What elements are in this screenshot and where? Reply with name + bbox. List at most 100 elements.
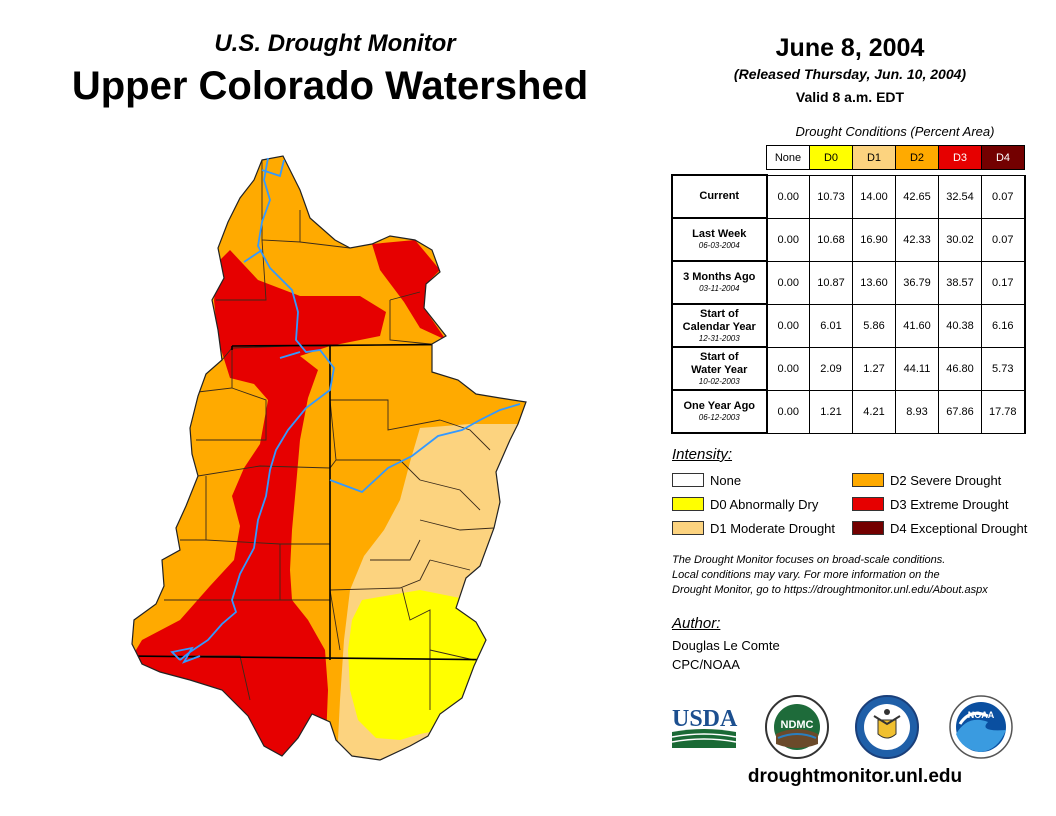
valid-time: Valid 8 a.m. EDT: [795, 89, 905, 105]
table-cell: 16.90: [852, 217, 896, 262]
watershed-map: [131, 155, 527, 761]
river-tributary-2: [243, 249, 263, 263]
watershed-outline: [131, 155, 527, 761]
table-cell: 32.54: [938, 174, 982, 219]
table-row: 3 Months Ago 03-11-2004 0.00 10.87 13.60 36.7…: [671, 260, 1026, 305]
col-header-d1: D1: [852, 145, 896, 170]
table-cell: 1.21: [809, 389, 853, 434]
table-cell: 42.65: [895, 174, 939, 219]
website-url[interactable]: droughtmonitor.unl.edu: [747, 766, 963, 787]
table-cell: 67.86: [938, 389, 982, 434]
table-corner: [672, 146, 767, 170]
row-label: Last Week 06-03-2004: [671, 217, 768, 262]
legend-title: Intensity:: [672, 446, 733, 463]
table-cell: 0.17: [981, 260, 1026, 305]
colorado-river: [179, 157, 335, 661]
legend-swatch: [672, 497, 704, 511]
row-date: 06-03-2004: [698, 241, 740, 250]
col-header-none: None: [766, 145, 810, 170]
col-header-d0: D0: [809, 145, 853, 170]
table-cell: 4.21: [852, 389, 896, 434]
note-line: Local conditions may vary. For more info…: [672, 569, 940, 581]
legend-item-d1: D1 Moderate Drought: [672, 520, 835, 536]
commerce-seal: [855, 695, 919, 759]
legend-item-d3: D3 Extreme Drought: [852, 496, 1009, 512]
map-date: June 8, 2004: [775, 34, 925, 62]
noaa-logo: NOAA: [949, 695, 1013, 759]
ndmc-logo: NDMC: [765, 695, 829, 759]
drought-monitor-note: The Drought Monitor focuses on broad-sca…: [672, 553, 1042, 598]
table-cell: 10.73: [809, 174, 853, 219]
usda-logo-text: USDA: [672, 706, 738, 732]
row-date: 10-02-2003: [698, 376, 740, 386]
note-line: The Drought Monitor focuses on broad-sca…: [672, 554, 946, 566]
table-cell: 41.60: [895, 303, 939, 348]
row-label: 3 Months Ago 03-11-2004: [671, 260, 768, 305]
col-header-d4: D4: [981, 145, 1025, 170]
d0-area: [348, 590, 510, 740]
row-label-line: Start of: [700, 307, 739, 320]
legend-label: D0 Abnormally Dry: [710, 496, 819, 512]
table-cell: 0.00: [766, 217, 810, 262]
table-cell: 13.60: [852, 260, 896, 305]
legend-label: D3 Extreme Drought: [890, 496, 1009, 512]
d3-area-west: [132, 250, 386, 760]
table-cell: 46.80: [938, 346, 982, 391]
row-date: 06-12-2003: [698, 413, 740, 422]
legend-label: None: [710, 472, 742, 488]
row-label: Start of Calendar Year 12-31-2003: [671, 303, 768, 348]
d3-area-northeast: [372, 240, 446, 340]
table-cell: 0.07: [981, 217, 1026, 262]
table-cell: 0.00: [766, 346, 810, 391]
author-label: Author:: [672, 615, 721, 632]
row-label: One Year Ago 06-12-2003: [671, 389, 768, 434]
legend-swatch: [672, 473, 704, 487]
row-label-line: Current: [699, 190, 740, 202]
table-cell: 6.01: [809, 303, 853, 348]
table-cell: 42.33: [895, 217, 939, 262]
row-label-line: Last Week: [692, 228, 747, 240]
author-org: CPC/NOAA: [672, 657, 740, 672]
legend-label: D2 Severe Drought: [890, 472, 1002, 488]
usda-logo: USDA: [671, 706, 738, 748]
table-cell: 30.02: [938, 217, 982, 262]
table-cell: 5.73: [981, 346, 1026, 391]
col-header-d3: D3: [938, 145, 982, 170]
river-tributary-4: [170, 646, 201, 664]
drought-conditions-table: None D0 D1 D2 D3 D4 Current 0.00 10.73 14.0…: [671, 145, 1026, 434]
table-row: One Year Ago 06-12-2003 0.00 1.21 4.21 8.93 67…: [671, 389, 1026, 434]
noaa-logo-text: NOAA: [968, 710, 995, 720]
table-cell: 0.00: [766, 389, 810, 434]
table-cell: 5.86: [852, 303, 896, 348]
table-cell: 0.00: [766, 303, 810, 348]
table-cell: 36.79: [895, 260, 939, 305]
table-row: Last Week 06-03-2004 0.00 10.68 16.90 42.33 30…: [671, 217, 1026, 262]
river-tributary-1: [261, 159, 285, 178]
row-label-line: Calendar Year: [682, 320, 756, 333]
table-cell: 10.87: [809, 260, 853, 305]
table-row: Start of Water Year 10-02-2003 0.00 2.09 1.27…: [671, 346, 1026, 391]
note-line: Drought Monitor, go to https://droughtmo…: [672, 584, 988, 596]
row-label-line: 3 Months Ago: [683, 271, 756, 283]
table-cell: 14.00: [852, 174, 896, 219]
legend-swatch: [852, 521, 884, 535]
legend-item-none: None: [672, 472, 741, 488]
green-river: [329, 403, 521, 494]
table-cell: 0.00: [766, 174, 810, 219]
row-label-line: Water Year: [691, 363, 748, 376]
legend-item-d2: D2 Severe Drought: [852, 472, 1001, 488]
release-date: (Released Thursday, Jun. 10, 2004): [733, 66, 967, 82]
map-title: Upper Colorado Watershed: [71, 64, 589, 108]
legend-label: D4 Exceptional Drought: [890, 520, 1028, 536]
table-cell: 0.07: [981, 174, 1026, 219]
table-cell: 44.11: [895, 346, 939, 391]
table-cell: 40.38: [938, 303, 982, 348]
table-cell: 38.57: [938, 260, 982, 305]
table-row: Current 0.00 10.73 14.00 42.65 32.54 0.07: [671, 174, 1026, 219]
row-label-line: One Year Ago: [683, 400, 756, 412]
col-header-d2: D2: [895, 145, 939, 170]
legend-swatch: [852, 497, 884, 511]
table-cell: 0.00: [766, 260, 810, 305]
legend-swatch: [672, 521, 704, 535]
legend-label: D1 Moderate Drought: [710, 520, 836, 536]
